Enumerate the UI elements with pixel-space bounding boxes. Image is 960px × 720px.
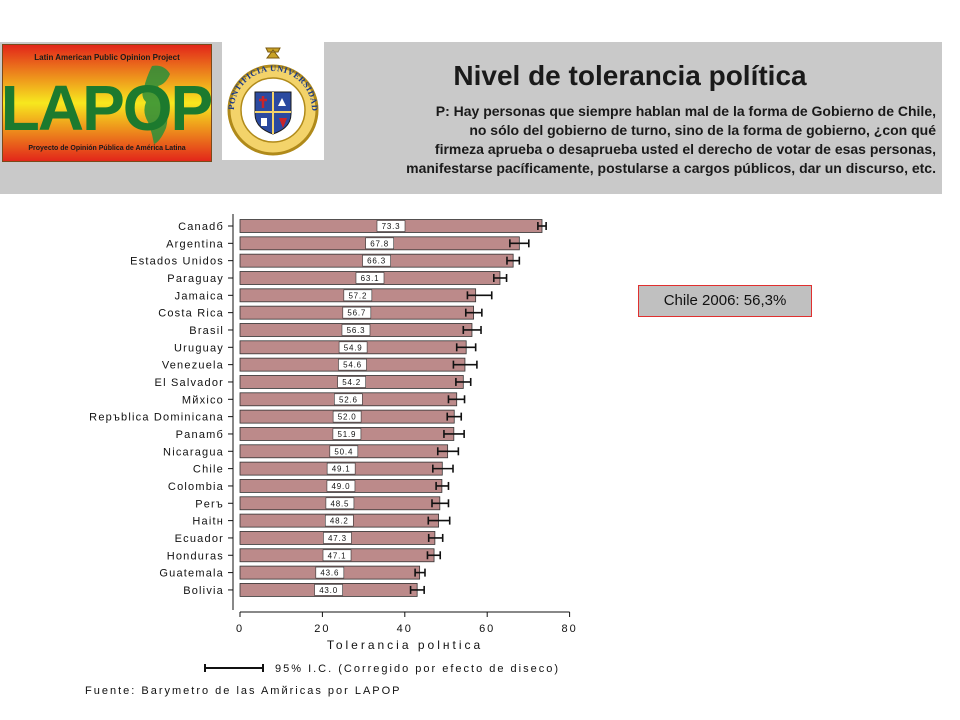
source-note: Fuente: Barуmetro de las Amйricas por LA… [85,685,402,697]
x-tick-label: 0 [236,623,244,635]
value-label-box [337,376,366,388]
x-tick-label: 40 [397,623,413,635]
x-tick-label: 80 [561,623,577,635]
value-label-box [329,445,359,458]
value-label-box [376,220,406,232]
value-label: 73.3 [382,222,401,231]
category-label: Colombia [168,481,224,493]
value-label: 50.4 [334,447,353,456]
value-label-box [342,306,372,319]
category-label: Venezuela [162,360,224,372]
category-label: Perъ [195,498,224,510]
lapop-top-text: Latin American Public Opinion Project [34,53,180,62]
value-label: 43.0 [319,586,338,595]
value-label-box [341,324,371,336]
survey-question: P: Hay personas que siempre hablan mal d… [300,102,936,178]
category-label: Repъblica Dominicana [89,412,224,424]
value-label: 63.1 [361,274,380,283]
category-label: Canadб [178,221,224,233]
value-label-box [334,393,363,406]
value-label: 48.2 [330,517,349,526]
value-label-box [323,532,352,544]
category-label: Estados Unidos [130,256,224,268]
value-label-box [332,428,362,440]
value-label-box [314,584,343,596]
value-label: 52.0 [338,413,357,422]
value-label-box [365,237,394,250]
category-label: Chile [193,464,224,476]
x-tick-label: 60 [479,623,495,635]
category-label: El Salvador [155,377,224,389]
x-axis-title: Tolerancia polнtica [327,638,483,652]
university-seal: PONTIFICIA UNIVERSIDAD CATOLICA DE CHILE [222,42,324,160]
ci-legend-label: 95% I.C. (Corregido por efecto de diseco… [275,663,560,675]
value-label-box [338,341,368,354]
page-title: Nivel de tolerancia política [453,60,807,91]
category-label: Honduras [167,550,224,562]
ci-legend: 95% I.C. (Corregido por efecto de diseco… [204,663,560,675]
value-label: 56.7 [347,309,366,318]
value-label: 67.8 [370,239,389,248]
value-label: 54.6 [343,361,362,370]
value-label-box [322,549,352,562]
category-label: Bolivia [183,585,224,597]
value-label: 54.2 [342,378,361,387]
value-label: 54.9 [344,343,363,352]
value-label-box [326,480,356,492]
category-label: Haitн [192,516,224,528]
bars-layer: 73.3 67.8 66.3 63.1 57.2 56.7 56.3 54.9 54.6 54.2… [239,219,547,597]
category-label: Ecuador [175,533,224,545]
category-label: Uruguay [174,342,224,354]
value-label-box [343,289,373,302]
value-label-box [325,497,355,510]
x-tick-label: 20 [314,623,330,635]
value-label: 57.2 [348,291,367,300]
value-label-box [362,254,391,267]
question-line: firmeza aprueba o desaprueba usted el de… [434,141,936,157]
value-label: 43.6 [320,569,339,578]
value-label-box [338,358,367,371]
value-label: 49.0 [332,482,351,491]
value-label-box [315,566,345,579]
chile-2006-callout: Chile 2006: 56,3% [638,285,812,317]
category-label: Nicaragua [163,446,224,458]
category-label: Brasil [189,325,224,337]
category-label: Jamaica [175,290,224,302]
question-line: manifestarse pacíficamente, postularse a… [406,160,936,176]
value-label: 47.3 [328,534,347,543]
tolerance-bar-chart: 73.3 67.8 66.3 63.1 57.2 56.7 56.3 54.9 54.6 54.2… [85,214,577,697]
category-label: Costa Rica [158,308,224,320]
value-label-box [332,410,362,423]
lapop-logo: Latin American Public Opinion Project LA… [2,44,212,162]
americas-map-icon [142,65,170,144]
value-label: 66.3 [367,257,386,266]
value-label: 56.3 [347,326,366,335]
lapop-bottom-text: Proyecto de Opinión Pública de América L… [28,145,185,152]
value-label: 48.5 [331,499,350,508]
value-label: 49.1 [332,465,351,474]
value-label-box [324,514,354,527]
axis-layer: Canadб Argentina Estados Unidos Paraguay Jam… [89,214,577,635]
category-label: Argentina [166,238,224,250]
value-label: 52.6 [339,395,358,404]
question-line: no sólo del gobierno de turno, sino de l… [469,122,936,138]
lapop-main-text: LAPOP [2,72,212,144]
value-label-box [326,462,356,475]
category-label: Panamб [176,429,224,441]
question-line: P: Hay personas que siempre hablan mal d… [435,103,936,119]
value-label: 47.1 [328,551,347,560]
category-label: Guatemala [159,568,224,580]
category-label: Paraguay [167,273,224,285]
value-label-box [355,272,385,284]
category-label: Mйxico [182,394,224,406]
value-label: 51.9 [338,430,357,439]
